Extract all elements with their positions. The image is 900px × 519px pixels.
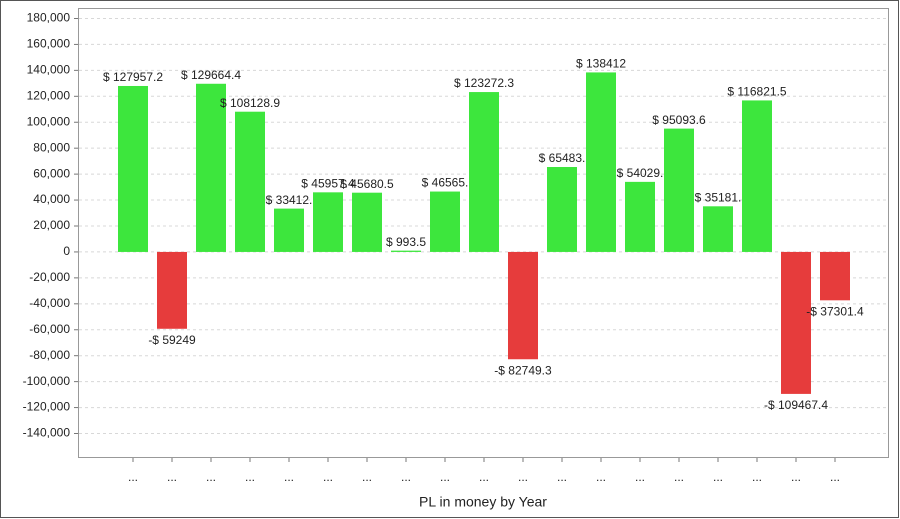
y-tick-label: 100,000 <box>27 114 71 128</box>
y-tick-label: 0 <box>63 244 70 258</box>
data-label: $ 45680.5 <box>340 177 394 191</box>
data-label: $ 65483. <box>539 151 586 165</box>
data-label: $ 116821.5 <box>727 85 786 99</box>
x-tick-label: ... <box>401 470 411 484</box>
data-label: $ 45957.4 <box>301 177 355 191</box>
bar <box>313 192 343 252</box>
x-tick-label: ... <box>479 470 489 484</box>
data-label: -$ 82749.3 <box>494 363 552 377</box>
bar <box>664 128 694 252</box>
bar <box>703 206 733 252</box>
data-label: $ 46565. <box>422 176 469 190</box>
bar <box>820 251 850 301</box>
bar <box>352 192 382 252</box>
x-tick-label: ... <box>713 470 723 484</box>
x-tick-label: ... <box>752 470 762 484</box>
x-tick-label: ... <box>284 470 294 484</box>
y-tick-label: -100,000 <box>23 374 71 388</box>
x-tick-label: ... <box>128 470 138 484</box>
bar <box>469 92 499 252</box>
data-label: $ 54029. <box>617 166 664 180</box>
x-tick-label: ... <box>635 470 645 484</box>
bar <box>391 250 421 252</box>
y-tick-label: 140,000 <box>27 63 71 77</box>
bar <box>781 251 811 394</box>
y-tick-label: -40,000 <box>29 296 70 310</box>
y-tick-label: -120,000 <box>23 400 71 414</box>
data-label: -$ 59249 <box>148 333 196 347</box>
bar <box>430 191 460 252</box>
bar <box>625 181 655 252</box>
bar <box>586 72 616 252</box>
data-label: -$ 109467.4 <box>764 398 828 412</box>
data-label: $ 108128.9 <box>220 96 280 110</box>
x-tick-label: ... <box>791 470 801 484</box>
x-tick-label: ... <box>830 470 840 484</box>
data-label: $ 35181. <box>695 190 742 204</box>
y-tick-label: 80,000 <box>33 140 70 154</box>
y-tick-label: 180,000 <box>27 11 71 25</box>
data-label: -$ 37301.4 <box>806 304 864 318</box>
data-label: $ 95093.6 <box>652 113 706 127</box>
x-tick-label: ... <box>557 470 567 484</box>
bar <box>274 208 304 252</box>
y-tick-label: 40,000 <box>33 192 70 206</box>
y-tick-label: 60,000 <box>33 166 70 180</box>
y-tick-label: 120,000 <box>27 88 71 102</box>
bar <box>196 83 226 252</box>
x-tick-label: ... <box>596 470 606 484</box>
x-axis-label: PL in money by Year <box>419 494 547 510</box>
x-tick-label: ... <box>362 470 372 484</box>
data-label: $ 123272.3 <box>454 76 514 90</box>
x-tick-label: ... <box>323 470 333 484</box>
y-tick-label: -20,000 <box>29 270 70 284</box>
y-tick-label: -140,000 <box>23 426 71 440</box>
x-tick-label: ... <box>167 470 177 484</box>
data-label: $ 33412. <box>266 193 313 207</box>
x-tick-label: ... <box>518 470 528 484</box>
x-tick-label: ... <box>674 470 684 484</box>
bar <box>547 167 577 252</box>
data-label: $ 993.5 <box>386 235 426 249</box>
y-tick-label: -80,000 <box>29 348 70 362</box>
y-tick-label: -60,000 <box>29 322 70 336</box>
x-tick-label: ... <box>245 470 255 484</box>
data-label: $ 127957.2 <box>103 70 163 84</box>
x-tick-label: ... <box>440 470 450 484</box>
x-tick-label: ... <box>206 470 216 484</box>
bar <box>742 100 772 252</box>
bar <box>157 251 187 329</box>
y-tick-label: 20,000 <box>33 218 70 232</box>
data-label: $ 129664.4 <box>181 68 241 82</box>
data-label: $ 138412 <box>576 57 626 71</box>
bar <box>118 85 148 252</box>
bar <box>235 111 265 252</box>
bar <box>508 251 538 360</box>
y-tick-label: 160,000 <box>27 37 71 51</box>
